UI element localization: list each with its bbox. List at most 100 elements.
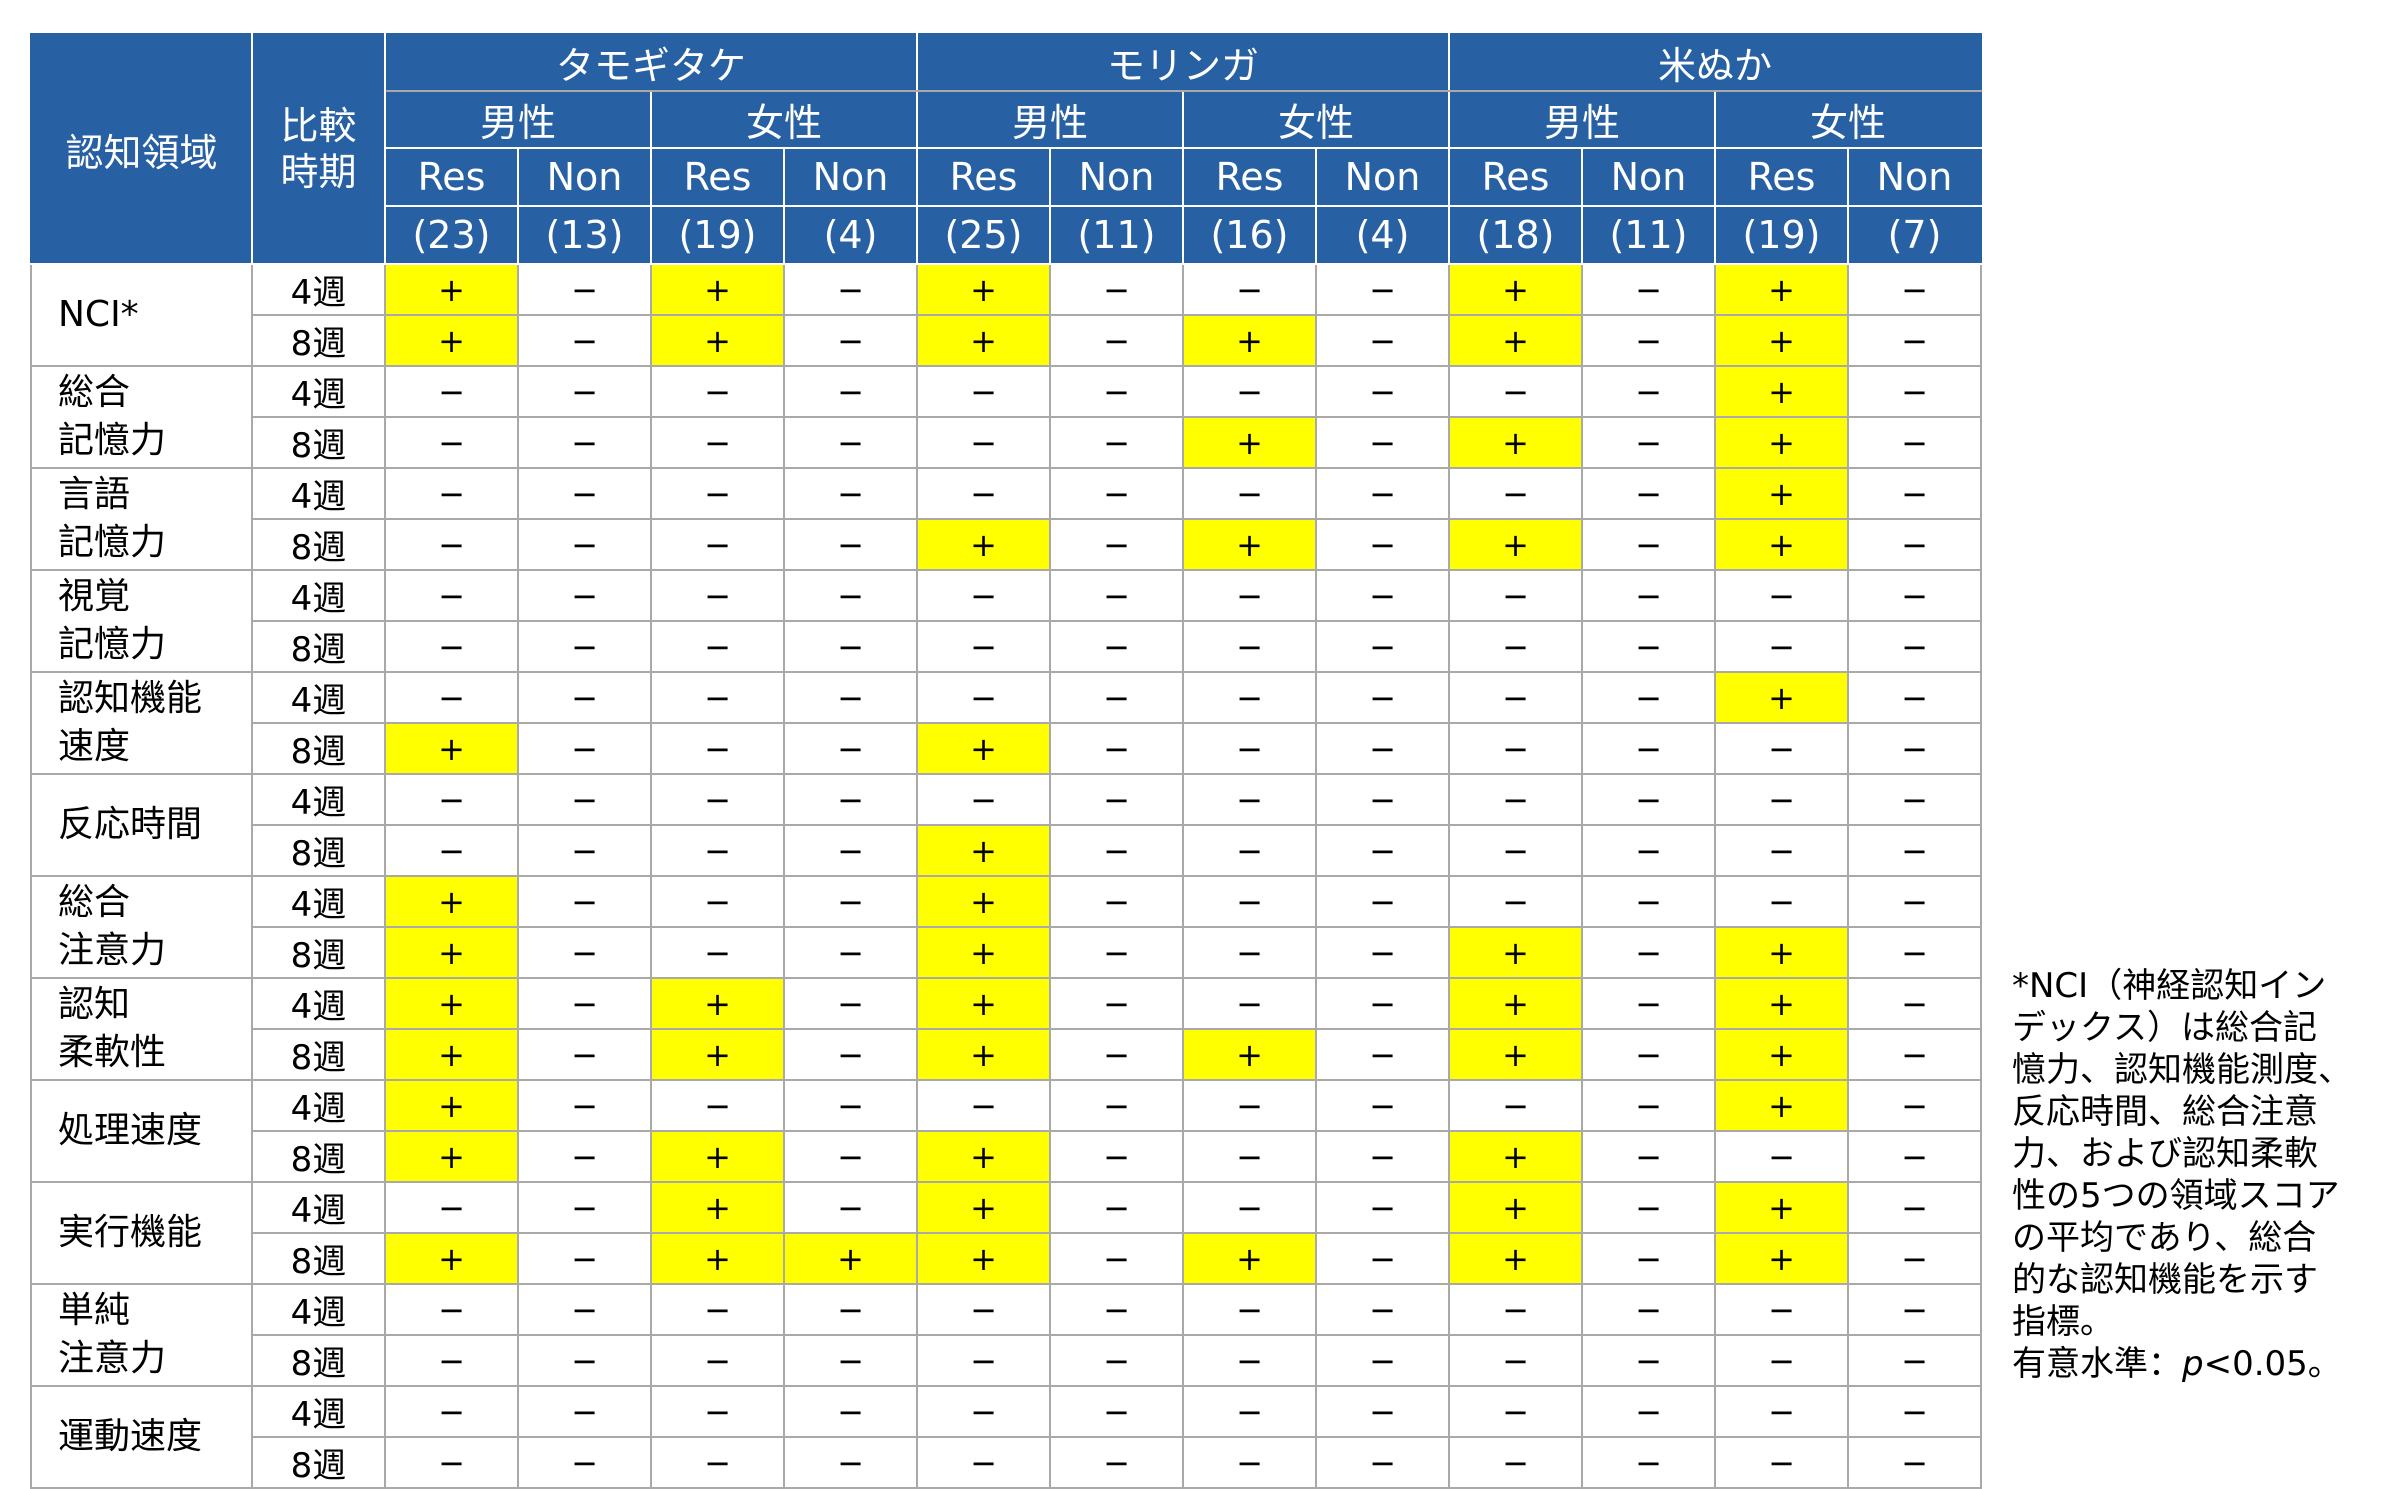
nonsignificant-cell: −: [1049, 671, 1184, 724]
nonsignificant-cell: −: [1049, 518, 1184, 571]
significant-cell: +: [1448, 1232, 1583, 1285]
nonsignificant-cell: −: [783, 263, 918, 316]
period-cell: 8週: [251, 1334, 386, 1387]
nonsignificant-cell: −: [650, 824, 785, 877]
nonsignificant-cell: −: [1182, 722, 1317, 775]
significant-cell: +: [1448, 1130, 1583, 1183]
table-row: 8週 − − − − − − − − − − − −: [31, 1436, 1982, 1489]
results-table: 認知領域 比較 時期 タモギタケ モリンガ 米ぬか 男性 女性 男性 女性 男性 女性 Res…: [30, 33, 1982, 1489]
significant-cell: +: [650, 263, 785, 316]
nonsignificant-cell: −: [1847, 722, 1982, 775]
period-cell: 4週: [251, 875, 386, 928]
nonsignificant-cell: −: [650, 1283, 785, 1336]
nonsignificant-cell: −: [1315, 773, 1450, 826]
comparison-label-line1: 比較: [280, 104, 357, 148]
significant-cell: +: [1182, 1232, 1317, 1285]
table-row: 総合 記憶力 4週 − − − − − − − − − − + −: [30, 365, 1982, 469]
nonsignificant-cell: −: [517, 1436, 652, 1489]
nonsignificant-cell: −: [1315, 620, 1450, 673]
nonsignificant-cell: −: [783, 1130, 918, 1183]
item-header: モリンガ: [916, 33, 1450, 92]
nonsignificant-cell: −: [650, 671, 785, 724]
nonsignificant-cell: −: [517, 416, 652, 469]
nonsignificant-cell: −: [1847, 1232, 1982, 1285]
nonsignificant-cell: −: [1581, 263, 1716, 316]
table-row: 総合 注意力 4週 + − − − + − − − − − − −: [30, 875, 1982, 979]
nonsignificant-cell: −: [1049, 1079, 1184, 1132]
domain-cell: 認知機能 速度: [30, 671, 253, 775]
nonsignificant-cell: −: [1049, 365, 1184, 418]
period-cell: 8週: [251, 824, 386, 877]
sex-header: 男性: [384, 90, 652, 149]
nonsignificant-cell: −: [1581, 1334, 1716, 1387]
nonsignificant-cell: −: [1581, 722, 1716, 775]
nonsignificant-cell: −: [1714, 722, 1849, 775]
nonsignificant-cell: −: [783, 569, 918, 622]
domain-label-line: 言語: [58, 474, 131, 515]
nonsignificant-cell: −: [1847, 1436, 1982, 1489]
significant-cell: +: [1714, 314, 1849, 367]
nonsignificant-cell: −: [1049, 824, 1184, 877]
nonsignificant-cell: −: [650, 875, 785, 928]
group-header: Non: [1581, 147, 1716, 207]
item-header: 米ぬか: [1448, 33, 1982, 92]
group-header: Non: [1847, 147, 1982, 207]
nonsignificant-cell: −: [1847, 416, 1982, 469]
nonsignificant-cell: −: [1847, 875, 1982, 928]
nonsignificant-cell: −: [1581, 365, 1716, 418]
period-cell: 4週: [251, 1385, 386, 1438]
nonsignificant-cell: −: [1182, 1334, 1317, 1387]
period-cell: 4週: [251, 467, 386, 520]
table-body: NCI* 4週 + − + − + − − − + − + −8週 + − + − + − + − + − + − 総合 記憶力 4週 −…: [30, 263, 1982, 1489]
significant-cell: +: [384, 263, 519, 316]
domain-label-line: 記憶力: [58, 624, 167, 665]
significance-prefix: 有意水準：: [2012, 1344, 2182, 1384]
nonsignificant-cell: −: [384, 773, 519, 826]
nonsignificant-cell: −: [1315, 314, 1450, 367]
nonsignificant-cell: −: [1049, 1385, 1184, 1438]
period-cell: 4週: [251, 365, 386, 418]
nonsignificant-cell: −: [1182, 569, 1317, 622]
nonsignificant-cell: −: [650, 518, 785, 571]
nonsignificant-cell: −: [1182, 926, 1317, 979]
nonsignificant-cell: −: [916, 773, 1051, 826]
nonsignificant-cell: −: [1182, 263, 1317, 316]
nonsignificant-cell: −: [1847, 926, 1982, 979]
domain-cell: 処理速度: [30, 1079, 253, 1183]
domain-cell: 言語 記憶力: [30, 467, 253, 571]
nonsignificant-cell: −: [650, 1334, 785, 1387]
nonsignificant-cell: −: [783, 518, 918, 571]
significant-cell: +: [384, 926, 519, 979]
nonsignificant-cell: −: [1315, 1385, 1450, 1438]
nonsignificant-cell: −: [1714, 1385, 1849, 1438]
nonsignificant-cell: −: [650, 416, 785, 469]
domain-cell: 認知 柔軟性: [30, 977, 253, 1081]
nonsignificant-cell: −: [1049, 1232, 1184, 1285]
comparison-label-line2: 時期: [280, 150, 357, 194]
group-count: (13): [517, 205, 652, 265]
period-cell: 8週: [251, 1232, 386, 1285]
nonsignificant-cell: −: [1049, 926, 1184, 979]
nonsignificant-cell: −: [1182, 1436, 1317, 1489]
significant-cell: +: [916, 1181, 1051, 1234]
nonsignificant-cell: −: [650, 1385, 785, 1438]
significant-cell: +: [1714, 1232, 1849, 1285]
nonsignificant-cell: −: [783, 314, 918, 367]
domain-label-line: 処理速度: [58, 1110, 203, 1151]
nonsignificant-cell: −: [1847, 365, 1982, 418]
nonsignificant-cell: −: [1049, 1181, 1184, 1234]
nonsignificant-cell: −: [1049, 722, 1184, 775]
significant-cell: +: [1714, 926, 1849, 979]
nonsignificant-cell: −: [916, 1334, 1051, 1387]
group-count: (16): [1182, 205, 1317, 265]
nonsignificant-cell: −: [1448, 722, 1583, 775]
significant-cell: +: [650, 1232, 785, 1285]
nonsignificant-cell: −: [783, 365, 918, 418]
table-row: 8週 + − + − + − + − + − + −: [31, 314, 1982, 367]
nonsignificant-cell: −: [384, 569, 519, 622]
nonsignificant-cell: −: [1448, 1436, 1583, 1489]
period-cell: 4週: [251, 569, 386, 622]
nonsignificant-cell: −: [384, 1436, 519, 1489]
significant-cell: +: [1448, 926, 1583, 979]
nonsignificant-cell: −: [1049, 620, 1184, 673]
